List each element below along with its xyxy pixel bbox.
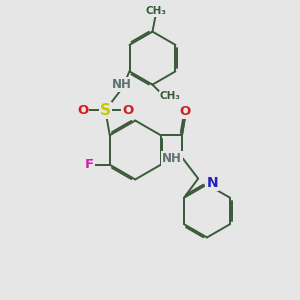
Text: N: N [206,176,218,190]
Text: O: O [179,105,191,118]
Text: O: O [77,104,88,117]
Text: CH₃: CH₃ [160,92,181,101]
Text: O: O [122,104,134,117]
Text: F: F [85,158,94,171]
Text: NH: NH [112,78,131,91]
Text: S: S [100,103,111,118]
Text: CH₃: CH₃ [146,6,167,16]
Text: NH: NH [162,152,182,165]
